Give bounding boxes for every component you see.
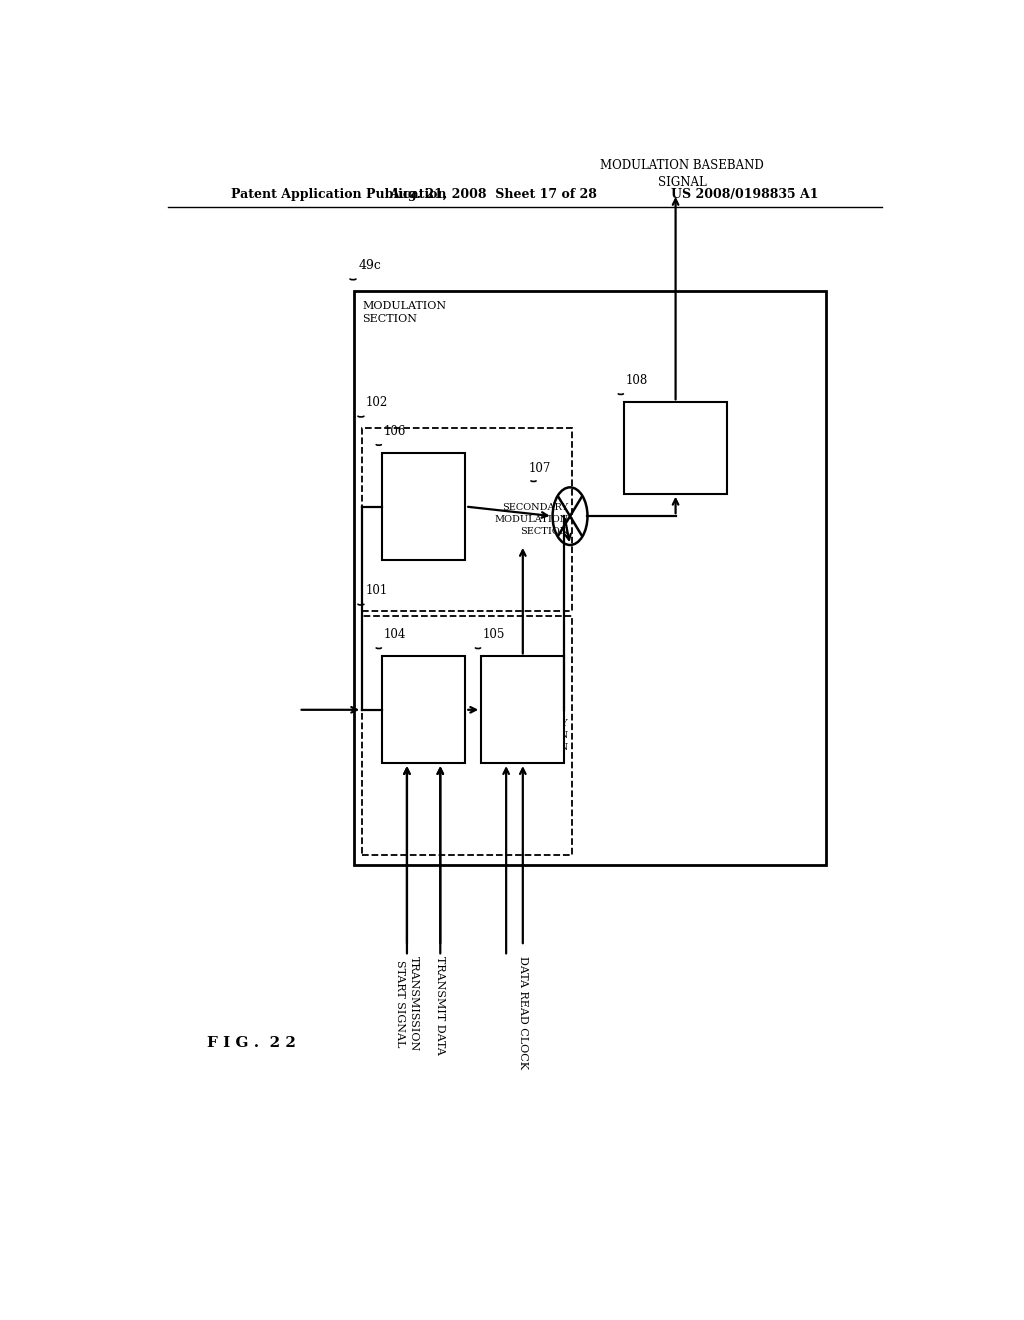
Text: 49c: 49c: [358, 259, 381, 272]
Text: 104: 104: [384, 628, 406, 642]
Text: MODULATION BASEBAND
SIGNAL: MODULATION BASEBAND SIGNAL: [600, 158, 764, 189]
Text: 105: 105: [482, 628, 505, 642]
Text: 106: 106: [384, 425, 406, 438]
Text: Patent Application Publication: Patent Application Publication: [231, 189, 446, 202]
Text: SPREAD CODE
CONTROL
SECTION: SPREAD CODE CONTROL SECTION: [383, 490, 464, 523]
Text: TRANSMIT DATA: TRANSMIT DATA: [435, 956, 445, 1055]
Bar: [481, 656, 564, 763]
Text: 107: 107: [528, 462, 551, 475]
Text: READ
CONTROL
SECTION: READ CONTROL SECTION: [395, 693, 452, 726]
Bar: [382, 453, 465, 560]
Text: PRIMARY
MODULATION
SECTION: PRIMARY MODULATION SECTION: [495, 719, 568, 751]
Text: F I G .  2 2: F I G . 2 2: [207, 1036, 296, 1049]
Bar: [624, 403, 727, 494]
Bar: [362, 615, 572, 854]
Text: WAVEFORM
OUTPUTTING
SECTION: WAVEFORM OUTPUTTING SECTION: [485, 693, 561, 726]
Text: MODULATION
SECTION: MODULATION SECTION: [362, 301, 446, 323]
Text: SECONDARY
MODULATION
SECTION: SECONDARY MODULATION SECTION: [495, 503, 568, 536]
Bar: [362, 428, 572, 611]
Text: 108: 108: [626, 374, 648, 387]
Text: 101: 101: [367, 585, 388, 598]
Bar: [382, 656, 465, 763]
Bar: [354, 290, 826, 865]
Text: Aug. 21, 2008  Sheet 17 of 28: Aug. 21, 2008 Sheet 17 of 28: [389, 189, 597, 202]
Text: D/A CONVERTER: D/A CONVERTER: [626, 444, 725, 453]
Text: US 2008/0198835 A1: US 2008/0198835 A1: [671, 189, 818, 202]
Text: DATA READ CLOCK: DATA READ CLOCK: [518, 956, 527, 1069]
Text: TRANSMISSION
START SIGNAL: TRANSMISSION START SIGNAL: [395, 956, 419, 1052]
Text: 102: 102: [367, 396, 388, 409]
